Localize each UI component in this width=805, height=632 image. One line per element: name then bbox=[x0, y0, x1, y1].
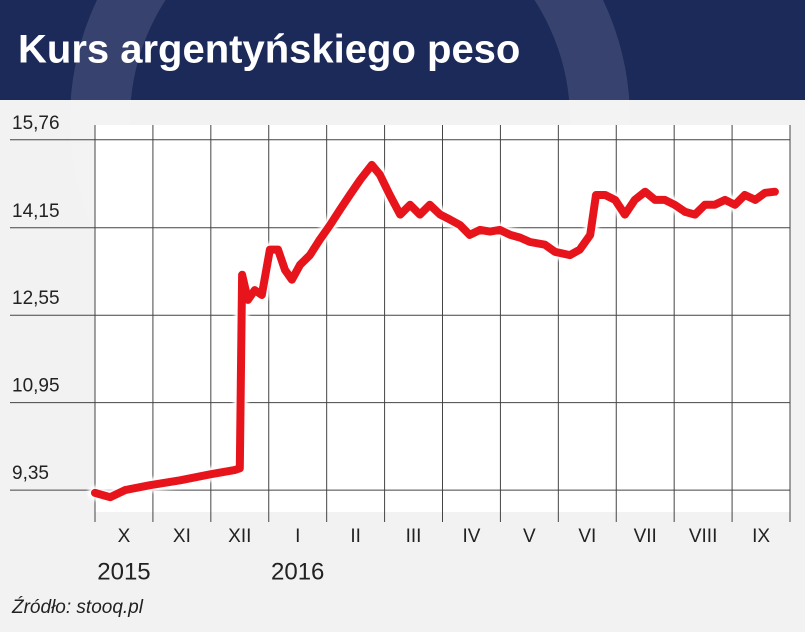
y-tick-label: 15,76 bbox=[12, 113, 60, 134]
x-tick-label: XII bbox=[228, 526, 251, 547]
x-tick-label: VIII bbox=[689, 526, 718, 547]
x-tick-label: VI bbox=[578, 526, 596, 547]
x-tick-label: X bbox=[118, 526, 131, 547]
x-tick-label: II bbox=[350, 526, 361, 547]
x-tick-label: III bbox=[406, 526, 422, 547]
x-tick-label: XI bbox=[173, 526, 191, 547]
year-label: 2015 bbox=[97, 558, 150, 585]
year-label: 2016 bbox=[271, 558, 324, 585]
y-tick-label: 12,55 bbox=[12, 288, 60, 309]
line bbox=[91, 160, 779, 502]
x-tick-label: IX bbox=[752, 526, 770, 547]
source: Źródło: stooq.pl bbox=[11, 597, 144, 618]
chart-title: Kurs argentyńskiego peso bbox=[18, 28, 520, 72]
x-tick-label: V bbox=[523, 526, 536, 547]
y-tick-label: 10,95 bbox=[12, 376, 60, 397]
x-tick-label: I bbox=[295, 526, 300, 547]
y-tick-label: 9,35 bbox=[12, 463, 49, 484]
y-tick-label: 14,15 bbox=[12, 201, 60, 222]
x-tick-label: VII bbox=[634, 526, 657, 547]
x-tick-label: IV bbox=[462, 526, 480, 547]
header-band bbox=[0, 0, 805, 100]
